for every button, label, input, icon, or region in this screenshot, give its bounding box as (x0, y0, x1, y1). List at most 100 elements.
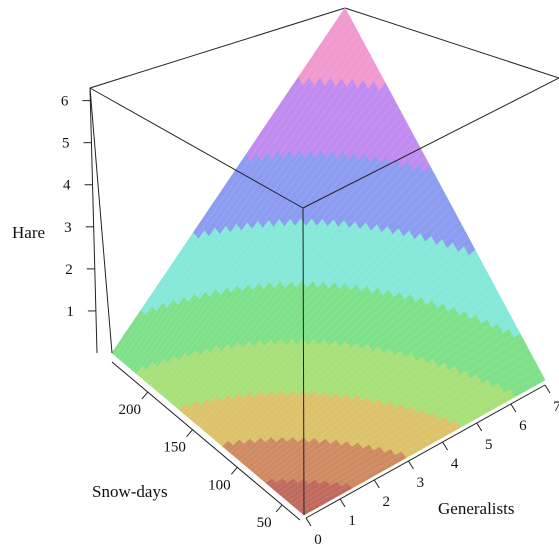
surface-facet (246, 268, 486, 467)
x-tick-mark (339, 498, 346, 508)
y-axis-ticks: 50 100 150 200 (111, 361, 301, 531)
surface-facet (274, 323, 516, 492)
z-tick-label: 2 (65, 262, 73, 278)
surface-facet (166, 113, 403, 400)
surface-facet (290, 354, 532, 505)
surface-facet (242, 261, 482, 465)
surface-facet (281, 336, 522, 497)
x-tick-label: 3 (417, 475, 425, 491)
surface-facet (236, 249, 476, 459)
y-tick-mark (141, 391, 149, 400)
surface-facet (175, 131, 413, 408)
surface-facet (287, 348, 529, 502)
surface-facet (124, 32, 359, 365)
x-tick-label: 7 (553, 399, 559, 415)
surface-facet (117, 20, 353, 359)
surface-facet (226, 230, 466, 451)
surface-facet (294, 360, 536, 508)
surface-facet (133, 51, 369, 373)
surface-facet (214, 206, 453, 440)
surface-facet (140, 63, 376, 378)
z-tick-label: 6 (61, 94, 69, 110)
surface-facet (204, 187, 443, 432)
surface-facet (137, 57, 373, 375)
surface-facet (127, 38, 363, 367)
x-axis-title: Generalists (438, 499, 514, 518)
y-tick-mark (230, 467, 238, 475)
surface-facet (194, 168, 433, 424)
x-axis-line (305, 384, 546, 519)
x-tick-mark (544, 384, 551, 394)
surface-facet (300, 373, 542, 513)
x-tick-mark (510, 403, 517, 413)
surface-facet (159, 100, 396, 394)
surface-facet (162, 106, 399, 397)
surface-facet (278, 329, 519, 494)
surface-facet (297, 367, 539, 511)
box-edge (89, 87, 113, 354)
surface-facet (169, 119, 406, 402)
surface-facet (220, 218, 459, 446)
z-tick-label: 4 (63, 178, 71, 194)
x-tick-mark (408, 460, 414, 470)
x-tick-label: 4 (451, 456, 459, 472)
surface-facet (114, 13, 349, 356)
surface-facet (233, 243, 472, 456)
surface-facet (258, 292, 499, 478)
surface-cell (338, 7, 351, 27)
z-axis-title: Hare (12, 223, 45, 242)
surface-facet (252, 280, 492, 473)
z-tick-label: 1 (66, 304, 74, 320)
box-edge (302, 77, 559, 209)
box-edge (344, 7, 559, 79)
surface-facet (188, 156, 426, 419)
z-tick-label: 3 (64, 220, 72, 236)
x-tick-label: 5 (485, 437, 493, 453)
surface-facet (210, 199, 449, 438)
y-tick-mark (186, 429, 193, 438)
surface-facet (230, 237, 469, 454)
surface (111, 7, 546, 516)
surface-facet (178, 137, 416, 411)
x-tick-mark (476, 422, 483, 432)
surface-facet (130, 44, 366, 370)
surface-facet (143, 69, 379, 381)
z-axis-line (89, 87, 98, 354)
surface-facet (191, 162, 429, 421)
surface-facet (284, 342, 526, 500)
z-axis-ticks: 1 2 3 4 5 6 (61, 87, 98, 354)
surface-facet (201, 181, 439, 429)
surface-facet (182, 144, 419, 413)
surface-facet (198, 175, 436, 427)
surface-facet (271, 317, 512, 489)
surface-facet (153, 88, 389, 389)
surface-facet (255, 286, 496, 475)
x-tick-label: 2 (383, 494, 391, 510)
box-edge (89, 87, 304, 209)
surface-facet (223, 224, 463, 448)
y-tick-mark (275, 504, 283, 513)
surface-facet (121, 26, 356, 362)
surface-facet (265, 305, 506, 484)
x-tick-label: 6 (519, 418, 527, 434)
x-tick-mark (305, 517, 312, 527)
box-front-edges (89, 77, 559, 516)
x-tick-mark (373, 479, 380, 489)
y-axis-title: Snow-days (92, 482, 168, 501)
surface-facet (207, 193, 446, 435)
y-tick-label: 50 (257, 515, 272, 531)
y-tick-label: 150 (163, 440, 186, 456)
surface-facet (249, 274, 489, 470)
x-tick-label: 0 (314, 532, 322, 548)
surface-facet (146, 75, 383, 384)
surface-facet (156, 94, 393, 392)
box-edge (89, 7, 346, 89)
y-tick-label: 200 (119, 402, 142, 418)
y-axis-line (111, 361, 301, 521)
surface-facet (262, 299, 502, 481)
x-tick-mark (442, 441, 448, 451)
y-tick-label: 100 (208, 477, 231, 493)
surface-facet (217, 212, 456, 443)
surface-facet (239, 255, 479, 462)
